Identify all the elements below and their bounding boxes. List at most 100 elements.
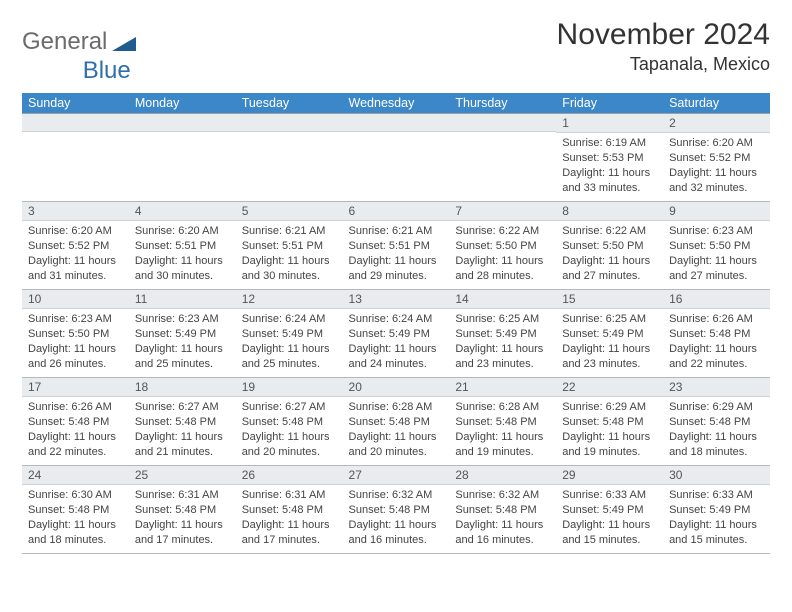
sunset-label: Sunset: xyxy=(669,328,709,340)
day-number: 27 xyxy=(343,466,450,485)
sunrise-value: 6:22 AM xyxy=(499,225,539,237)
daylight-label: Daylight: xyxy=(455,343,501,355)
day-details: Sunrise: 6:29 AMSunset: 5:48 PMDaylight:… xyxy=(556,397,663,463)
day-header: Monday xyxy=(129,93,236,114)
calendar-body: 1Sunrise: 6:19 AMSunset: 5:53 PMDaylight… xyxy=(22,114,770,554)
day-number: 24 xyxy=(22,466,129,485)
sunset-label: Sunset: xyxy=(349,328,389,340)
day-number: 28 xyxy=(449,466,556,485)
calendar-cell: 27Sunrise: 6:32 AMSunset: 5:48 PMDayligh… xyxy=(343,466,450,554)
sunset-value: 5:48 PM xyxy=(389,416,430,428)
sunset-line: Sunset: 5:49 PM xyxy=(562,503,657,518)
sunset-line: Sunset: 5:48 PM xyxy=(669,327,764,342)
calendar-row: 3Sunrise: 6:20 AMSunset: 5:52 PMDaylight… xyxy=(22,202,770,290)
title-block: November 2024 Tapanala, Mexico xyxy=(557,18,770,75)
sunset-line: Sunset: 5:50 PM xyxy=(28,327,123,342)
daylight-line: Daylight: 11 hours and 27 minutes. xyxy=(562,254,657,284)
sunrise-value: 6:22 AM xyxy=(606,225,646,237)
sunset-label: Sunset: xyxy=(28,416,68,428)
daylight-label: Daylight: xyxy=(455,519,501,531)
day-details: Sunrise: 6:26 AMSunset: 5:48 PMDaylight:… xyxy=(22,397,129,463)
sunrise-value: 6:28 AM xyxy=(499,401,539,413)
sunrise-line: Sunrise: 6:28 AM xyxy=(349,400,444,415)
sunrise-line: Sunrise: 6:19 AM xyxy=(562,136,657,151)
sunrise-value: 6:31 AM xyxy=(285,489,325,501)
day-details: Sunrise: 6:23 AMSunset: 5:50 PMDaylight:… xyxy=(663,221,770,287)
sunrise-line: Sunrise: 6:27 AM xyxy=(135,400,230,415)
sunrise-line: Sunrise: 6:30 AM xyxy=(28,488,123,503)
day-header: Sunday xyxy=(22,93,129,114)
sunset-value: 5:48 PM xyxy=(175,416,216,428)
sunset-value: 5:49 PM xyxy=(175,328,216,340)
sunrise-label: Sunrise: xyxy=(349,489,392,501)
calendar-cell: 26Sunrise: 6:31 AMSunset: 5:48 PMDayligh… xyxy=(236,466,343,554)
sunrise-label: Sunrise: xyxy=(669,225,712,237)
daylight-line: Daylight: 11 hours and 22 minutes. xyxy=(28,430,123,460)
location: Tapanala, Mexico xyxy=(557,54,770,75)
day-number: 22 xyxy=(556,378,663,397)
sunset-label: Sunset: xyxy=(455,416,495,428)
sunrise-value: 6:29 AM xyxy=(606,401,646,413)
empty-daynum xyxy=(236,114,343,132)
sunset-label: Sunset: xyxy=(135,328,175,340)
sunrise-label: Sunrise: xyxy=(349,401,392,413)
calendar-cell: 23Sunrise: 6:29 AMSunset: 5:48 PMDayligh… xyxy=(663,378,770,466)
sunrise-line: Sunrise: 6:20 AM xyxy=(135,224,230,239)
calendar-cell: 28Sunrise: 6:32 AMSunset: 5:48 PMDayligh… xyxy=(449,466,556,554)
day-number: 30 xyxy=(663,466,770,485)
sunset-label: Sunset: xyxy=(455,240,495,252)
logo: General xyxy=(22,18,138,56)
daylight-line: Daylight: 11 hours and 22 minutes. xyxy=(669,342,764,372)
daylight-line: Daylight: 11 hours and 32 minutes. xyxy=(669,166,764,196)
daylight-line: Daylight: 11 hours and 31 minutes. xyxy=(28,254,123,284)
sunset-label: Sunset: xyxy=(28,240,68,252)
sunset-label: Sunset: xyxy=(242,416,282,428)
daylight-label: Daylight: xyxy=(28,255,74,267)
day-number: 2 xyxy=(663,114,770,133)
sunrise-label: Sunrise: xyxy=(562,489,605,501)
calendar-cell: 20Sunrise: 6:28 AMSunset: 5:48 PMDayligh… xyxy=(343,378,450,466)
daylight-label: Daylight: xyxy=(562,519,608,531)
sunrise-value: 6:20 AM xyxy=(712,137,752,149)
daylight-line: Daylight: 11 hours and 21 minutes. xyxy=(135,430,230,460)
sunset-label: Sunset: xyxy=(562,240,602,252)
calendar-cell: 24Sunrise: 6:30 AMSunset: 5:48 PMDayligh… xyxy=(22,466,129,554)
sunset-label: Sunset: xyxy=(28,328,68,340)
calendar-cell: 7Sunrise: 6:22 AMSunset: 5:50 PMDaylight… xyxy=(449,202,556,290)
day-number: 12 xyxy=(236,290,343,309)
sunrise-line: Sunrise: 6:25 AM xyxy=(455,312,550,327)
sunset-value: 5:48 PM xyxy=(709,328,750,340)
sunrise-label: Sunrise: xyxy=(669,489,712,501)
sunrise-label: Sunrise: xyxy=(135,401,178,413)
day-details: Sunrise: 6:26 AMSunset: 5:48 PMDaylight:… xyxy=(663,309,770,375)
daylight-label: Daylight: xyxy=(669,431,715,443)
daylight-line: Daylight: 11 hours and 24 minutes. xyxy=(349,342,444,372)
sunrise-value: 6:30 AM xyxy=(71,489,111,501)
day-details: Sunrise: 6:31 AMSunset: 5:48 PMDaylight:… xyxy=(236,485,343,551)
sunset-label: Sunset: xyxy=(562,504,602,516)
sunset-line: Sunset: 5:49 PM xyxy=(135,327,230,342)
daylight-line: Daylight: 11 hours and 16 minutes. xyxy=(455,518,550,548)
calendar-cell: 2Sunrise: 6:20 AMSunset: 5:52 PMDaylight… xyxy=(663,114,770,202)
sunrise-value: 6:24 AM xyxy=(285,313,325,325)
sunrise-value: 6:27 AM xyxy=(285,401,325,413)
sunrise-line: Sunrise: 6:33 AM xyxy=(562,488,657,503)
sunset-line: Sunset: 5:48 PM xyxy=(669,415,764,430)
sunrise-label: Sunrise: xyxy=(562,137,605,149)
daylight-label: Daylight: xyxy=(242,343,288,355)
sunrise-label: Sunrise: xyxy=(242,401,285,413)
daylight-label: Daylight: xyxy=(349,343,395,355)
sunrise-label: Sunrise: xyxy=(135,225,178,237)
sunrise-value: 6:20 AM xyxy=(71,225,111,237)
day-details: Sunrise: 6:21 AMSunset: 5:51 PMDaylight:… xyxy=(236,221,343,287)
calendar-cell: 18Sunrise: 6:27 AMSunset: 5:48 PMDayligh… xyxy=(129,378,236,466)
calendar-cell: 19Sunrise: 6:27 AMSunset: 5:48 PMDayligh… xyxy=(236,378,343,466)
sunset-line: Sunset: 5:52 PM xyxy=(669,151,764,166)
calendar-cell: 3Sunrise: 6:20 AMSunset: 5:52 PMDaylight… xyxy=(22,202,129,290)
sunset-label: Sunset: xyxy=(28,504,68,516)
sunrise-value: 6:31 AM xyxy=(178,489,218,501)
sunrise-line: Sunrise: 6:21 AM xyxy=(349,224,444,239)
daylight-line: Daylight: 11 hours and 29 minutes. xyxy=(349,254,444,284)
day-details: Sunrise: 6:30 AMSunset: 5:48 PMDaylight:… xyxy=(22,485,129,551)
sunset-value: 5:48 PM xyxy=(68,504,109,516)
